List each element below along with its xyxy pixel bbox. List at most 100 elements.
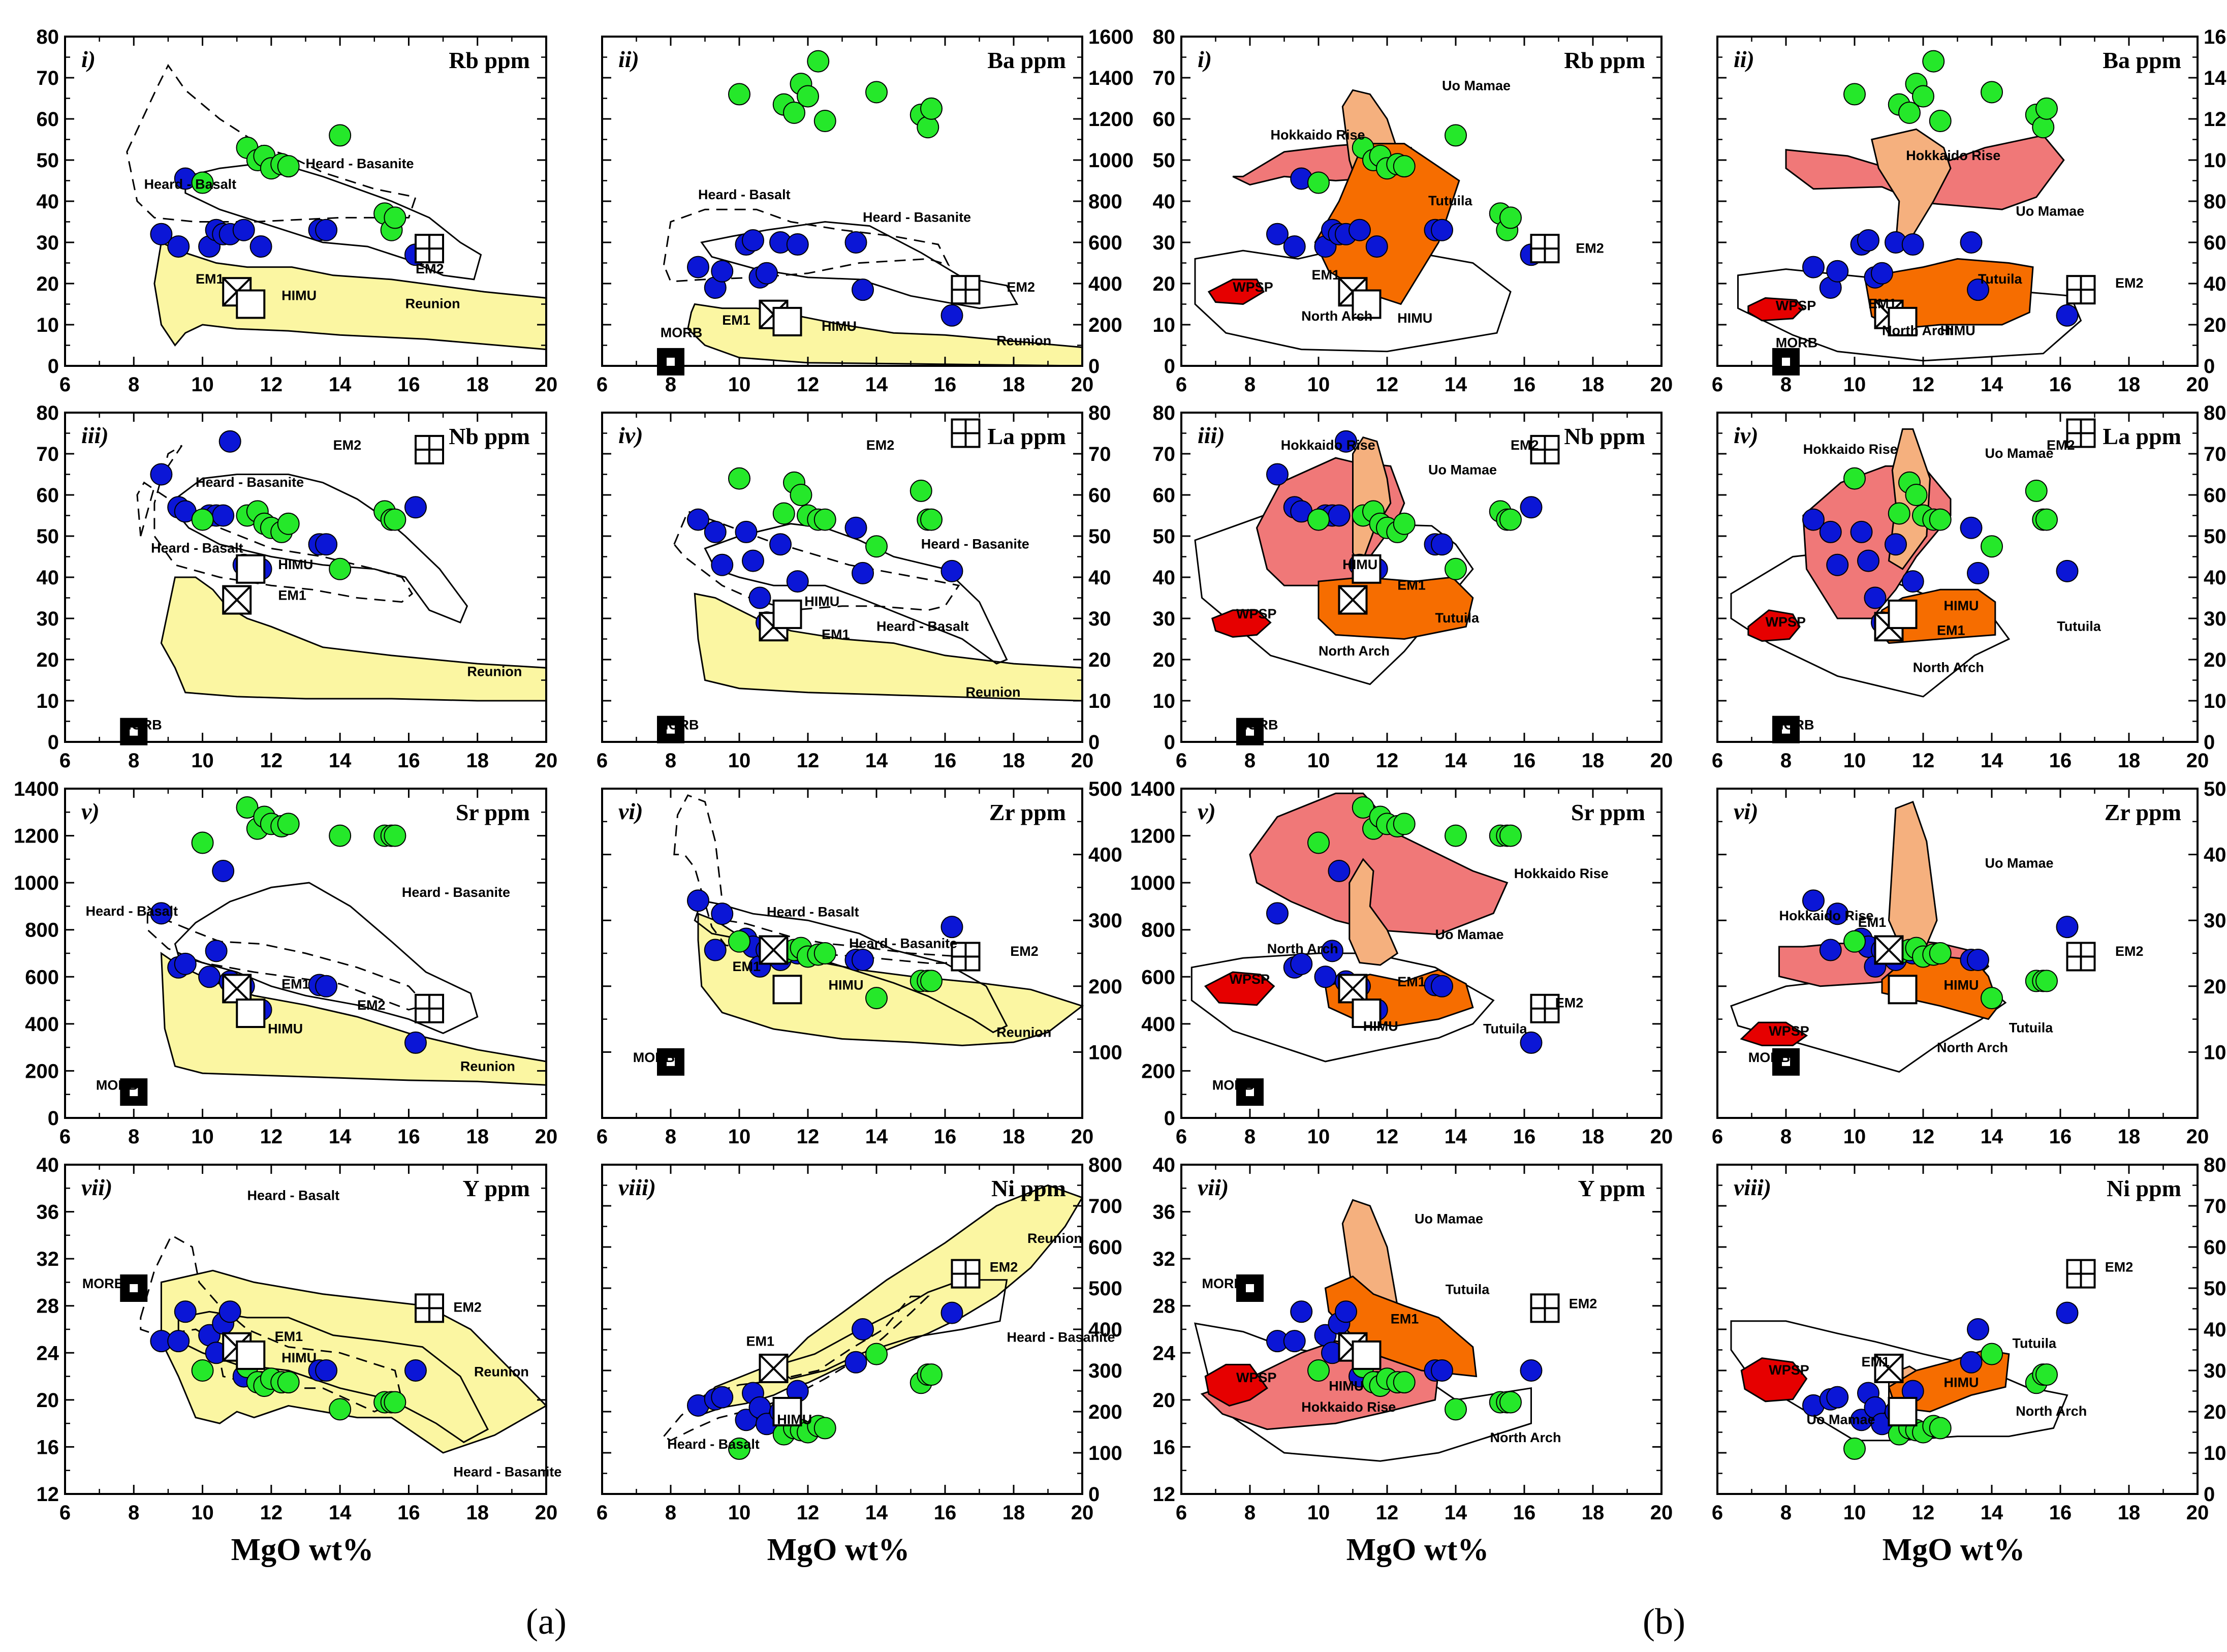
end-member-label: MORB bbox=[633, 1050, 675, 1065]
sample-point-blue bbox=[1290, 1300, 1313, 1323]
y-tick-label: 100 bbox=[1088, 1041, 1122, 1064]
x-tick-label: 18 bbox=[1002, 1126, 1025, 1148]
y-tick-label: 70 bbox=[1088, 443, 1111, 465]
y-tick-label: 1400 bbox=[1130, 778, 1175, 800]
x-tick-label: 12 bbox=[797, 373, 820, 396]
field-label: Heard - Basanite bbox=[453, 1464, 561, 1479]
y-tick-label: 300 bbox=[2204, 910, 2227, 932]
y-tick-label: 300 bbox=[1088, 910, 1122, 932]
end-member-label: HIMU bbox=[1397, 310, 1432, 326]
field-label: Uo Mamae bbox=[1985, 856, 2054, 871]
y-tick-label: 50 bbox=[37, 149, 59, 172]
sample-point-blue bbox=[1431, 975, 1453, 998]
field-label: Uo Mamae bbox=[1807, 1412, 1875, 1427]
x-tick-label: 12 bbox=[260, 1502, 283, 1524]
y-tick-label: 0 bbox=[2204, 355, 2215, 378]
y-tick-label: 0 bbox=[2204, 1483, 2215, 1506]
morb-marker-inner bbox=[1246, 1284, 1254, 1292]
y-tick-label: 1000 bbox=[1088, 149, 1134, 172]
panel-roman-numeral: vi) bbox=[618, 798, 643, 824]
y-tick-label: 80 bbox=[1088, 402, 1111, 424]
x-tick-label: 6 bbox=[59, 1126, 71, 1148]
himu-marker bbox=[1352, 999, 1382, 1028]
y-tick-label: 36 bbox=[1153, 1201, 1176, 1224]
sample-point-blue bbox=[1857, 549, 1879, 572]
sample-point-blue bbox=[218, 1300, 241, 1323]
x-tick-label: 18 bbox=[2118, 750, 2141, 772]
himu-marker bbox=[236, 1340, 266, 1370]
end-member-label: MORB bbox=[120, 718, 162, 733]
sample-point-green bbox=[807, 50, 830, 73]
sample-point-blue bbox=[150, 223, 173, 245]
y-tick-label: 600 bbox=[1141, 966, 1175, 988]
y-tick-label: 800 bbox=[1088, 191, 1122, 213]
sample-point-blue bbox=[1871, 262, 1893, 285]
field-label: Heard - Basalt bbox=[151, 540, 243, 555]
x-tick-label: 10 bbox=[1843, 750, 1866, 772]
panel-element-title: La ppm bbox=[987, 423, 1066, 449]
y-tick-label: 50 bbox=[37, 525, 59, 548]
panel-b-1: 6 8 10 12 14 16 18 20 0 10 20 30 40 50 60 70 80 i) Rb ppm H… bbox=[1153, 26, 1673, 396]
y-tick-label: 30 bbox=[2204, 608, 2226, 630]
plot-frame bbox=[1716, 1164, 2199, 1495]
sample-point-green bbox=[920, 97, 943, 120]
sample-point-blue bbox=[1335, 1300, 1357, 1323]
y-tick-label: 0 bbox=[1164, 1107, 1175, 1130]
y-tick-label: 400 bbox=[2204, 273, 2227, 295]
x-tick-label: 8 bbox=[1244, 373, 1256, 396]
sample-point-green bbox=[191, 508, 214, 531]
y-tick-label: 400 bbox=[25, 1013, 59, 1036]
field-label: WPSP bbox=[1776, 298, 1816, 314]
x-tick-label: 20 bbox=[535, 1502, 558, 1524]
x-tick-label: 12 bbox=[1912, 1502, 1935, 1524]
field-label: North Arch bbox=[1267, 941, 1338, 956]
x-tick-label: 20 bbox=[1071, 1502, 1094, 1524]
x-tick-label: 10 bbox=[1307, 750, 1330, 772]
x-tick-label: 20 bbox=[2186, 750, 2209, 772]
x-tick-label: 20 bbox=[1650, 1126, 1673, 1148]
sample-point-blue bbox=[2056, 916, 2079, 939]
panel-roman-numeral: vii) bbox=[81, 1174, 112, 1200]
sample-point-blue bbox=[1266, 223, 1289, 245]
sample-point-green bbox=[2035, 1363, 2058, 1386]
morb-marker-inner bbox=[667, 725, 675, 734]
y-tick-label: 20 bbox=[1153, 273, 1176, 295]
x-tick-label: 18 bbox=[466, 750, 489, 772]
y-tick-label: 1400 bbox=[1088, 67, 1134, 89]
panel-roman-numeral: iii) bbox=[1198, 422, 1225, 448]
y-tick-label: 12 bbox=[1153, 1483, 1176, 1506]
sample-point-green bbox=[2035, 508, 2058, 531]
y-tick-label: 80 bbox=[37, 402, 59, 424]
field-heardBasanite bbox=[174, 474, 468, 624]
y-tick-label: 400 bbox=[1088, 844, 1122, 866]
x-tick-label: 14 bbox=[865, 750, 888, 772]
sample-point-green bbox=[1843, 83, 1866, 106]
sample-point-blue bbox=[1290, 952, 1313, 975]
field-label: WPSP bbox=[1769, 1023, 1809, 1039]
panel-element-title: Ba ppm bbox=[987, 47, 1066, 73]
field-label: Uo Mamae bbox=[1442, 78, 1511, 93]
y-tick-label: 20 bbox=[1088, 649, 1111, 671]
x-tick-label: 12 bbox=[797, 1502, 820, 1524]
end-member-label: HIMU bbox=[1944, 1375, 1979, 1390]
field-label: Hokkaido Rise bbox=[1906, 148, 2000, 163]
end-member-label: EM2 bbox=[1555, 995, 1584, 1010]
sample-point-green bbox=[384, 824, 406, 847]
y-tick-label: 50 bbox=[1153, 149, 1176, 172]
y-tick-label: 70 bbox=[37, 67, 59, 89]
y-tick-label: 1200 bbox=[1130, 825, 1175, 848]
y-tick-label: 0 bbox=[48, 731, 59, 754]
y-tick-label: 1000 bbox=[2204, 149, 2227, 172]
y-tick-label: 40 bbox=[37, 191, 59, 213]
y-tick-label: 20 bbox=[37, 1389, 59, 1412]
sample-point-blue bbox=[711, 1386, 734, 1409]
sample-point-green bbox=[1981, 1343, 2003, 1365]
sample-point-green bbox=[2025, 479, 2048, 502]
x-tick-label: 6 bbox=[59, 750, 71, 772]
y-tick-label: 32 bbox=[1153, 1248, 1176, 1270]
panel-element-title: Zr ppm bbox=[2105, 799, 2181, 825]
y-tick-label: 800 bbox=[2204, 191, 2227, 213]
x-tick-label: 14 bbox=[329, 1502, 352, 1524]
sample-point-green bbox=[865, 535, 888, 558]
